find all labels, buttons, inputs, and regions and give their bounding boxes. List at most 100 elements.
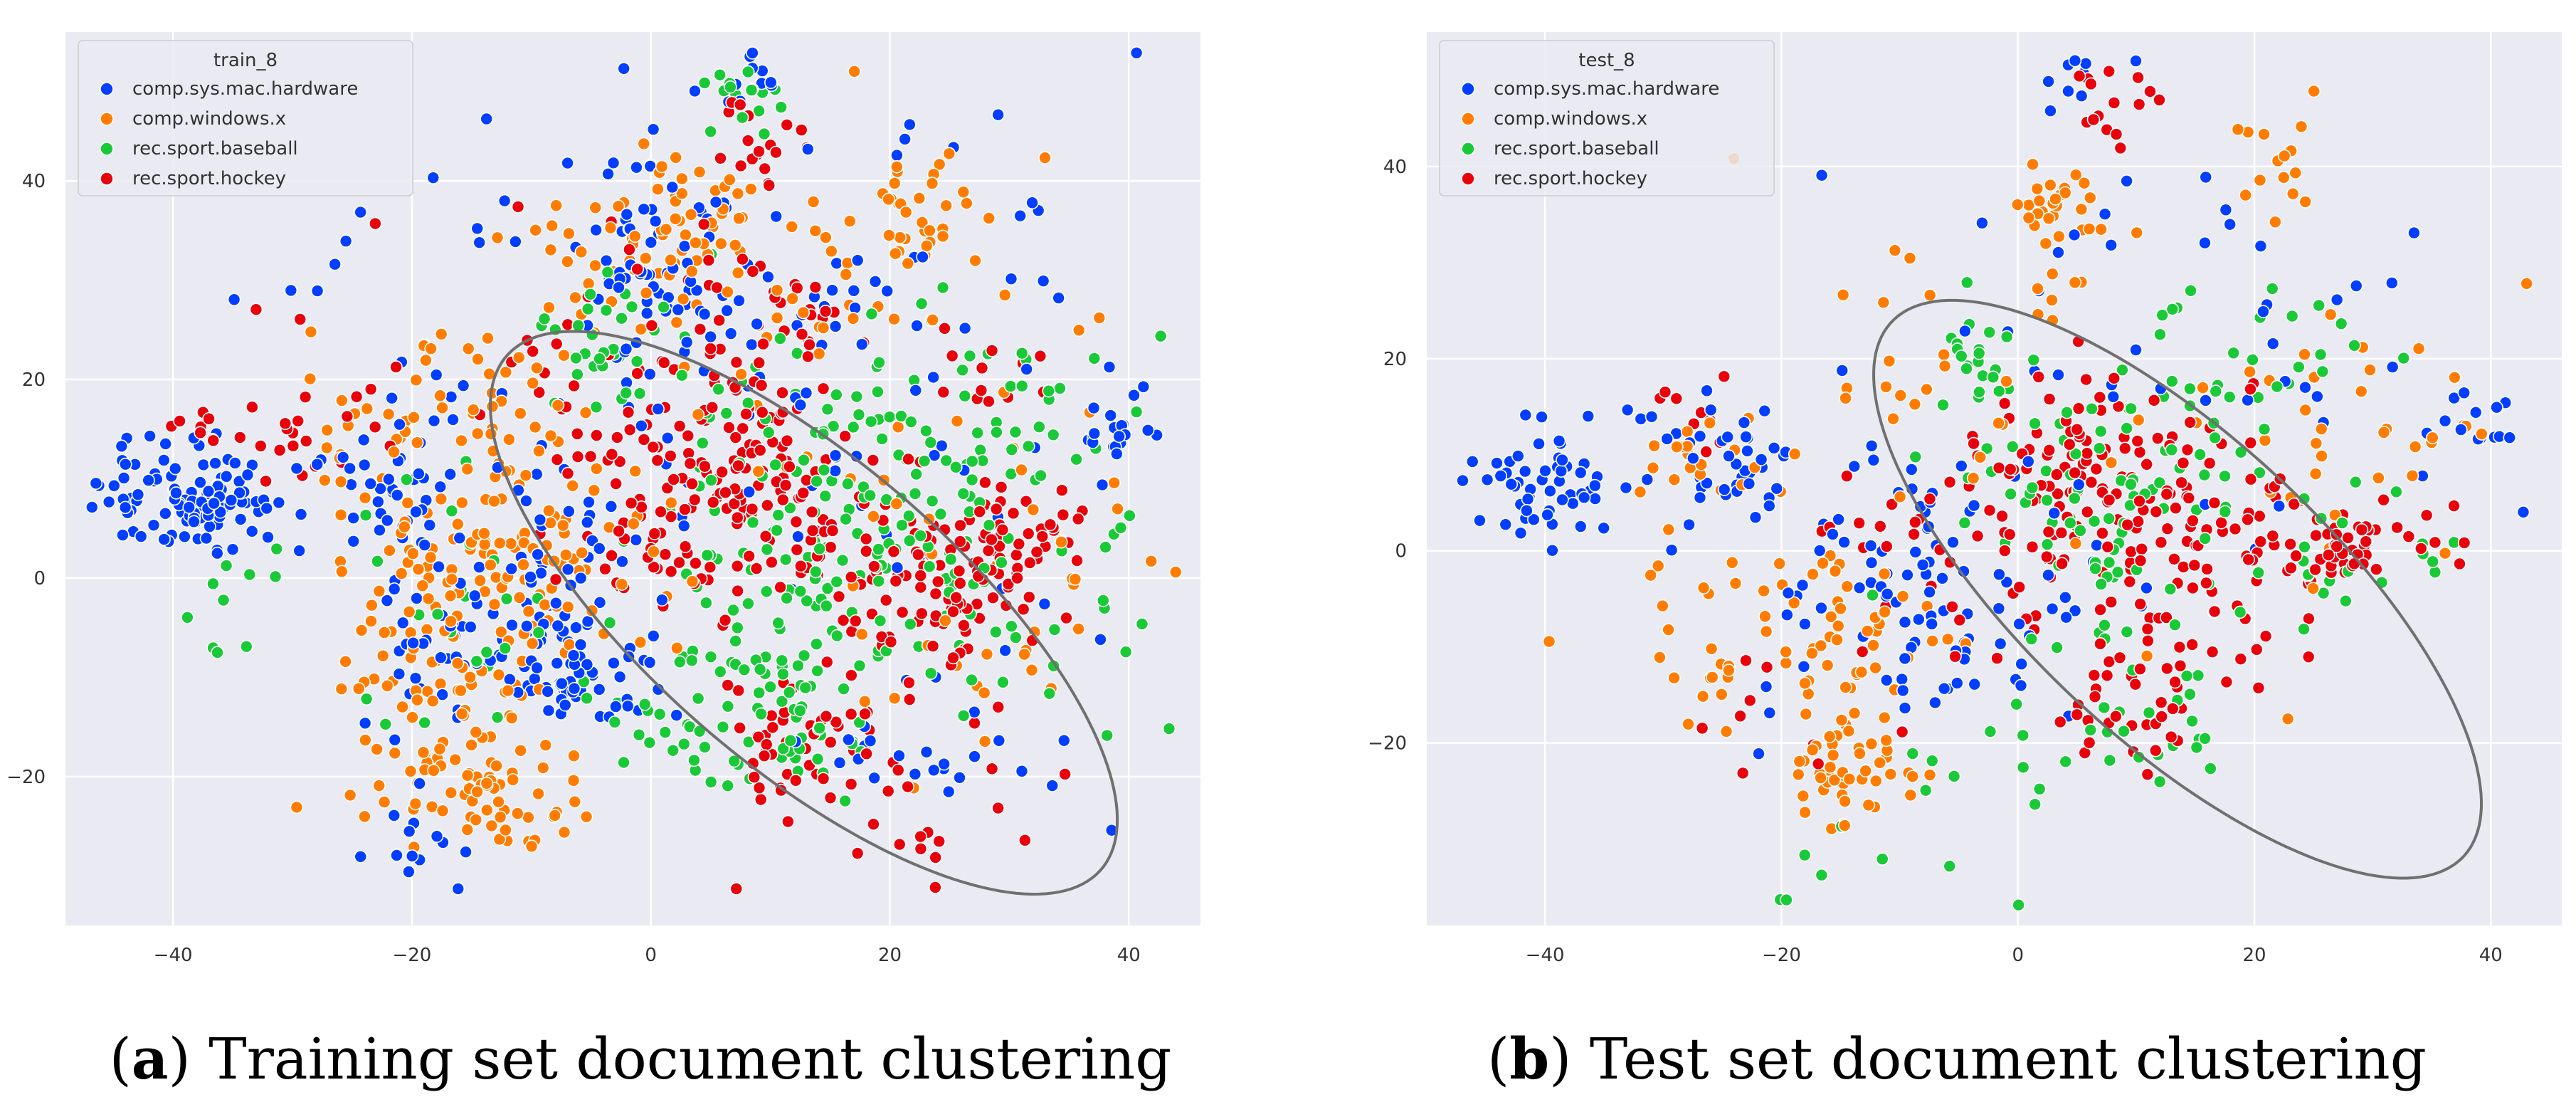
data-point-comp-sys-mac-hardware [497,194,512,208]
data-point-comp-sys-mac-hardware [182,500,196,514]
data-point-rec-sport-hockey [1058,767,1072,781]
data-point-comp-sys-mac-hardware [1015,764,1029,778]
data-point-comp-windows-x [960,196,973,210]
data-point-rec-sport-baseball [1042,686,1057,701]
data-point-comp-windows-x [1068,572,1082,586]
data-point-comp-windows-x [1873,756,1886,770]
data-point-rec-sport-hockey [2124,545,2138,559]
data-point-comp-windows-x [2131,413,2145,427]
data-point-rec-sport-hockey [803,337,816,352]
data-point-comp-windows-x [2052,229,2066,243]
data-point-rec-sport-hockey [879,593,893,607]
data-point-comp-windows-x [1837,819,1852,832]
data-point-rec-sport-hockey [2133,445,2147,459]
data-point-comp-sys-mac-hardware [880,284,894,298]
data-point-rec-sport-hockey [901,780,914,794]
data-point-comp-windows-x [1773,557,1786,570]
data-point-comp-windows-x [1653,651,1667,664]
data-point-rec-sport-baseball [909,467,923,481]
data-point-comp-windows-x [891,420,905,434]
data-point-comp-windows-x [501,683,515,698]
data-point-rec-sport-baseball [2297,622,2311,636]
data-point-comp-windows-x [426,694,440,708]
data-point-comp-sys-mac-hardware [2219,203,2233,217]
data-point-rec-sport-baseball [813,721,827,735]
data-point-rec-sport-hockey [623,423,637,436]
points-a [85,46,1183,896]
data-point-rec-sport-baseball [1992,384,2006,398]
data-point-comp-windows-x [387,445,401,459]
data-point-rec-sport-baseball [925,494,939,508]
data-point-comp-sys-mac-hardware [1812,544,1827,557]
data-point-comp-windows-x [2277,149,2291,163]
data-point-comp-windows-x [1542,634,1556,649]
data-point-comp-windows-x [436,804,450,818]
data-point-rec-sport-hockey [702,253,716,267]
data-point-comp-sys-mac-hardware [761,270,775,284]
data-point-comp-sys-mac-hardware [159,507,172,520]
data-point-rec-sport-baseball [1972,346,1986,360]
data-point-rec-sport-hockey [2308,562,2322,577]
data-point-rec-sport-hockey [2084,77,2098,91]
data-point-comp-sys-mac-hardware [2330,293,2344,307]
data-point-rec-sport-hockey [996,523,1010,537]
data-point-comp-sys-mac-hardware [1752,747,1765,761]
data-point-rec-sport-hockey [681,429,695,443]
data-point-comp-windows-x [485,399,500,414]
data-point-comp-sys-mac-hardware [453,531,467,545]
data-point-rec-sport-hockey [1907,528,1921,541]
data-point-comp-windows-x [1867,639,1880,652]
data-point-comp-sys-mac-hardware [2503,431,2517,445]
data-point-rec-sport-baseball [2010,697,2023,711]
data-point-comp-sys-mac-hardware [118,457,132,471]
data-point-comp-windows-x [1888,243,1902,257]
data-point-comp-sys-mac-hardware [2068,53,2082,68]
data-point-comp-sys-mac-hardware [958,321,972,335]
data-point-rec-sport-hockey [2053,715,2067,729]
data-point-rec-sport-hockey [889,574,903,588]
data-point-rec-sport-baseball [852,408,866,421]
data-point-comp-sys-mac-hardware [640,306,654,320]
data-point-comp-windows-x [512,350,526,364]
data-point-comp-windows-x [679,228,692,242]
data-point-rec-sport-hockey [1030,545,1044,559]
data-point-comp-sys-mac-hardware [1832,513,1845,526]
data-point-comp-windows-x [575,546,588,560]
data-point-rec-sport-hockey [2109,127,2123,141]
data-point-comp-sys-mac-hardware [2385,276,2399,290]
x-tick-label: 40 [1117,945,1141,966]
data-point-comp-windows-x [2363,363,2377,377]
legend-label: comp.sys.mac.hardware [1494,78,1719,100]
data-point-comp-windows-x [505,711,519,725]
data-point-comp-sys-mac-hardware [1541,508,1554,522]
data-point-rec-sport-hockey [729,355,744,369]
data-point-rec-sport-baseball [2153,775,2167,789]
data-point-rec-sport-baseball [2316,364,2330,379]
data-point-comp-windows-x [1757,584,1770,598]
data-point-rec-sport-hockey [646,440,660,454]
data-point-rec-sport-hockey [2025,540,2039,554]
data-point-comp-windows-x [304,325,318,339]
data-point-rec-sport-baseball [924,666,938,681]
data-point-comp-sys-mac-hardware [908,767,922,781]
data-point-comp-sys-mac-hardware [423,518,437,532]
data-point-comp-windows-x [396,700,409,714]
data-point-comp-sys-mac-hardware [2272,499,2286,513]
data-point-comp-sys-mac-hardware [178,530,191,544]
data-point-comp-windows-x [502,433,516,446]
data-point-comp-windows-x [2069,537,2083,550]
data-point-rec-sport-baseball [882,410,897,424]
data-point-comp-windows-x [2068,276,2082,290]
data-point-comp-windows-x [460,768,475,782]
data-point-rec-sport-hockey [719,486,732,500]
data-point-rec-sport-hockey [780,434,794,448]
data-point-comp-sys-mac-hardware [196,458,211,472]
data-point-comp-sys-mac-hardware [107,478,121,493]
data-point-rec-sport-baseball [1047,623,1062,636]
data-point-comp-windows-x [2130,226,2143,240]
data-point-comp-windows-x [1877,567,1891,581]
data-point-rec-sport-hockey [1739,654,1753,668]
data-point-comp-sys-mac-hardware [704,330,717,344]
data-point-rec-sport-hockey [2135,542,2149,556]
